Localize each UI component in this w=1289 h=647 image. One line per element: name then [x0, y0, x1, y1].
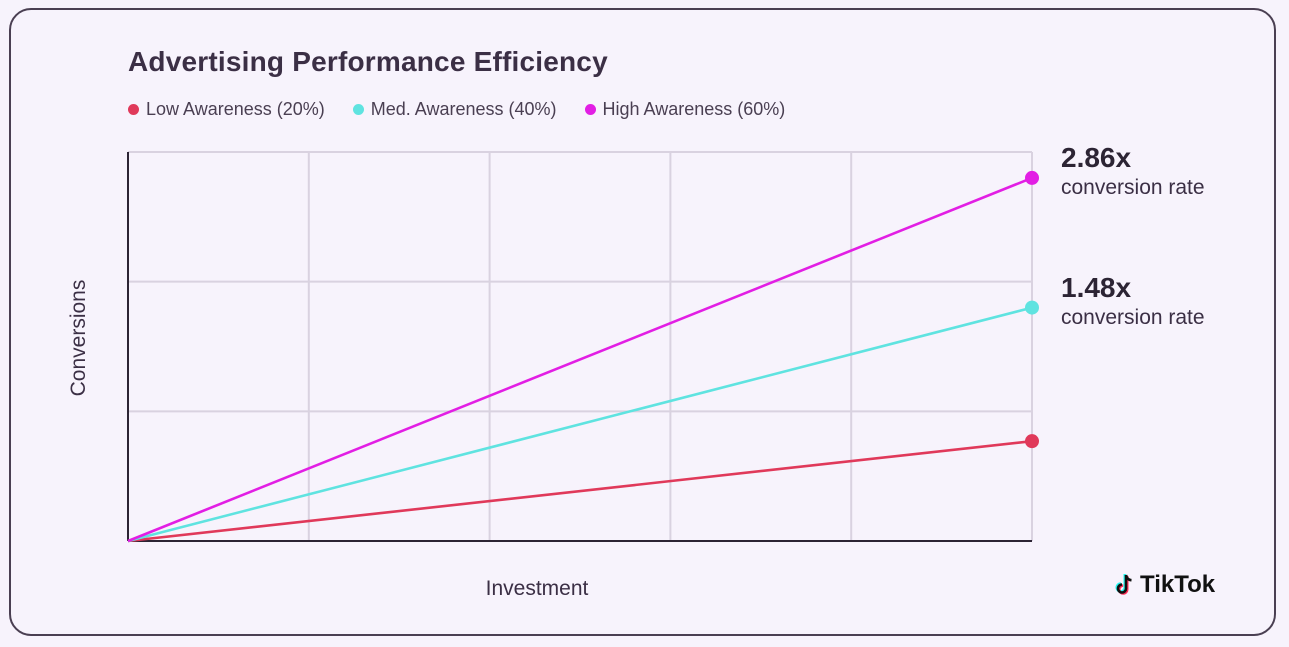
tiktok-logo: TikTok	[1114, 571, 1215, 599]
annotation-high-value: 2.86x	[1061, 141, 1132, 173]
annotation-high-label: conversion rate	[1061, 175, 1205, 199]
legend-label-low: Low Awareness (20%)	[146, 99, 325, 119]
x-axis-label: Investment	[485, 577, 589, 600]
annotation-high: 2.86x conversion rate	[1061, 142, 1205, 202]
series-line-high	[127, 176, 1033, 543]
legend-item-high: High Awareness (60%)	[584, 99, 786, 120]
legend-marker-high	[584, 104, 596, 115]
tiktok-wordmark: TikTok	[1140, 571, 1216, 598]
legend-label-high: High Awareness (60%)	[602, 99, 786, 119]
legend-marker-med	[352, 104, 364, 115]
tiktok-note-icon	[1115, 574, 1132, 595]
legend-item-low: Low Awareness (20%)	[128, 99, 325, 120]
series-endpoint-high	[1025, 170, 1039, 185]
series-line-low	[127, 439, 1033, 543]
legend-label-med: Med. Awareness (40%)	[370, 99, 557, 119]
legend-item-med: Med. Awareness (40%)	[352, 99, 557, 120]
annotation-med-value: 1.48x	[1061, 271, 1132, 303]
chart-title: Advertising Performance Efficiency	[128, 46, 608, 77]
series-endpoint-low	[1025, 434, 1039, 449]
annotation-med: 1.48x conversion rate	[1061, 272, 1205, 332]
legend: Low Awareness (20%) Med. Awareness (40%)…	[128, 99, 785, 120]
legend-marker-low	[128, 104, 139, 115]
y-axis-label: Conversions	[67, 279, 90, 397]
annotation-med-label: conversion rate	[1061, 305, 1205, 329]
series-line-med	[127, 306, 1033, 543]
series-endpoint-med	[1025, 300, 1039, 315]
